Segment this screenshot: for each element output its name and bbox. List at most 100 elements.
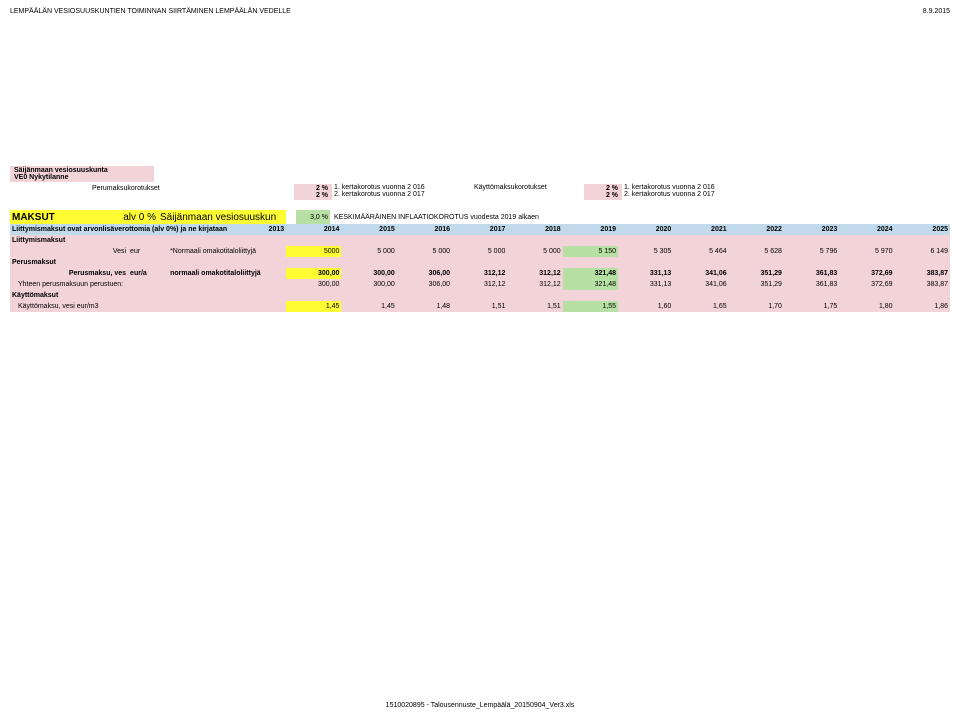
data-cell: 321,48	[563, 279, 618, 290]
row-label: Yhteen perusmaksuun perustuen:	[10, 279, 168, 290]
data-cell: 361,83	[784, 279, 839, 290]
data-cell: 321,48	[563, 268, 618, 279]
data-cell: 5 305	[618, 246, 673, 257]
data-cell: 5 000	[341, 246, 396, 257]
scenario-box: Säijänmaan vesiosuuskunta VE0 Nykytilann…	[10, 166, 154, 182]
data-cell: 383,87	[895, 268, 950, 279]
perumaksu-pct-0: 2 %	[296, 185, 330, 192]
row-unit: eur	[128, 246, 168, 257]
perumaksu-pct-1: 2 %	[296, 192, 330, 199]
data-cell: 5 000	[452, 246, 507, 257]
top-header: LEMPÄÄLÄN VESIOSUUSKUNTIEN TOIMINNAN SII…	[10, 8, 950, 15]
perumaksu-label: Perumaksukorotukset	[10, 184, 294, 192]
table-body: LiittymismaksutVesieur*Normaali omakotit…	[10, 235, 950, 312]
year-header: 2019	[563, 224, 618, 235]
maksut-alv: alv 0 %	[72, 210, 158, 224]
data-cell: 312,12	[507, 268, 562, 279]
table-row: Perusmaksut	[10, 257, 950, 268]
data-cell: 372,69	[839, 279, 894, 290]
doc-title: LEMPÄÄLÄN VESIOSUUSKUNTIEN TOIMINNAN SII…	[10, 8, 291, 15]
data-cell: 341,06	[673, 279, 728, 290]
table-header-desc: Liittymismaksut ovat arvonlisäverottomia…	[10, 224, 286, 235]
data-cell: 6 149	[895, 246, 950, 257]
year-header: 2021	[673, 224, 728, 235]
data-cell: 1,86	[895, 301, 950, 312]
kaytto-pct-1: 2 %	[586, 192, 620, 199]
row-label: Perusmaksu, ves	[10, 268, 128, 279]
year-header: 2016	[397, 224, 452, 235]
row-label: Käyttömaksu, vesi eur/m3	[10, 301, 168, 312]
data-cell: 1,60	[618, 301, 673, 312]
maksut-saij: Säijänmaan vesiosuuskun	[158, 210, 286, 224]
row-desc: *Normaali omakotitaloliittyjä	[168, 246, 286, 257]
data-cell: 351,29	[729, 279, 784, 290]
year-header: 2025	[895, 224, 950, 235]
data-cell: 1,75	[784, 301, 839, 312]
data-cell: 1,51	[507, 301, 562, 312]
perumaksu-pcts: 2 % 2 %	[294, 184, 332, 200]
year-header: 2023	[784, 224, 839, 235]
footer: 1510020895 - Talousennuste_Lempäälä_2015…	[0, 702, 960, 709]
data-cell: 5 000	[397, 246, 452, 257]
data-cell: 5 000	[507, 246, 562, 257]
data-cell: 300,00	[286, 279, 341, 290]
inflation-desc: KESKIMÄÄRÄINEN INFLAATIOKOROTUS vuodesta…	[330, 210, 543, 224]
inflation-pct: 3,0 %	[296, 210, 330, 224]
table-row: Käyttömaksut	[10, 290, 950, 301]
data-cell: 383,87	[895, 279, 950, 290]
data-cell: 5 796	[784, 246, 839, 257]
section-label: Perusmaksut	[10, 257, 950, 268]
data-cell: 1,51	[452, 301, 507, 312]
data-cell: 372,69	[839, 268, 894, 279]
content-area: Säijänmaan vesiosuuskunta VE0 Nykytilann…	[10, 166, 950, 312]
kaytto-lines: 1. kertakorotus vuonna 2 016 2. kertakor…	[622, 184, 732, 198]
table-head: Liittymismaksut ovat arvonlisäverottomia…	[10, 224, 950, 235]
scenario-line2: VE0 Nykytilanne	[12, 174, 152, 181]
data-cell: 331,13	[618, 268, 673, 279]
maksut-line: MAKSUT alv 0 % Säijänmaan vesiosuuskun 3…	[10, 210, 950, 224]
data-cell: 5 150	[563, 246, 618, 257]
data-cell: 331,13	[618, 279, 673, 290]
table-row: Perusmaksu, veseur/anormaali omakotitalo…	[10, 268, 950, 279]
increase-row: Perumaksukorotukset 2 % 2 % 1. kertakoro…	[10, 184, 950, 200]
data-cell: 312,12	[452, 268, 507, 279]
kaytto-pcts: 2 % 2 %	[584, 184, 622, 200]
data-cell: 306,00	[397, 279, 452, 290]
data-cell: 1,48	[397, 301, 452, 312]
data-cell: 312,12	[507, 279, 562, 290]
data-cell: 5 628	[729, 246, 784, 257]
data-cell: 1,65	[673, 301, 728, 312]
year-header: 2018	[507, 224, 562, 235]
kaytto-pct-0: 2 %	[586, 185, 620, 192]
year-header: 2024	[839, 224, 894, 235]
data-cell: 341,06	[673, 268, 728, 279]
perumaksu-line-0: 1. kertakorotus vuonna 2 016	[332, 184, 434, 191]
data-cell: 1,70	[729, 301, 784, 312]
section-label: Liittymismaksut	[10, 235, 950, 246]
kaytto-line-0: 1. kertakorotus vuonna 2 016	[622, 184, 732, 191]
kaytto-label: Käyttömaksukorotukset	[474, 184, 584, 191]
table-row: Käyttömaksu, vesi eur/m31,451,451,481,51…	[10, 301, 950, 312]
section-label: Käyttömaksut	[10, 290, 950, 301]
data-cell: 5000	[286, 246, 341, 257]
table-row: Vesieur*Normaali omakotitaloliittyjä5000…	[10, 246, 950, 257]
data-cell: 351,29	[729, 268, 784, 279]
data-cell: 300,00	[341, 279, 396, 290]
row-desc	[168, 301, 286, 312]
year-header: 2022	[729, 224, 784, 235]
data-cell: 1,55	[563, 301, 618, 312]
data-cell: 306,00	[397, 268, 452, 279]
kaytto-line-1: 2. kertakorotus vuonna 2 017	[622, 191, 732, 198]
perumaksu-lines: 1. kertakorotus vuonna 2 016 2. kertakor…	[332, 184, 434, 198]
table-row: Yhteen perusmaksuun perustuen: 300,00300,…	[10, 279, 950, 290]
data-cell: 5 464	[673, 246, 728, 257]
data-cell: 1,80	[839, 301, 894, 312]
table-row: Liittymismaksut	[10, 235, 950, 246]
perumaksu-line-1: 2. kertakorotus vuonna 2 017	[332, 191, 434, 198]
data-cell: 5 970	[839, 246, 894, 257]
data-cell: 300,00	[341, 268, 396, 279]
doc-date: 8.9.2015	[923, 8, 950, 15]
year-header: 2017	[452, 224, 507, 235]
data-table: Liittymismaksut ovat arvonlisäverottomia…	[10, 224, 950, 312]
data-cell: 1,45	[341, 301, 396, 312]
